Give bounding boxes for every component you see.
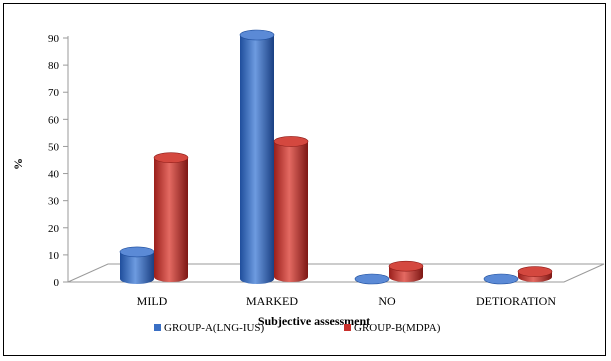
x-tick-label: DETIORATION	[476, 294, 556, 308]
bar	[273, 136, 309, 282]
y-tick-label: 60	[48, 114, 60, 126]
bar	[239, 29, 275, 284]
bar	[354, 273, 390, 285]
y-tick-label: 90	[48, 33, 60, 45]
x-tick-label: MARKED	[246, 294, 298, 308]
bar	[119, 246, 155, 284]
chart-frame: 0 10 20 30 40 50 60 70 80 90 MILD MARKED NO DETIORATI…	[3, 3, 606, 356]
y-axis-label: %	[11, 158, 25, 170]
x-axis-label: Subjective assessment	[258, 314, 370, 328]
y-tick-label: 40	[48, 169, 60, 181]
legend-swatch	[344, 324, 351, 331]
legend-item: GROUP-B(MDPA)	[344, 322, 441, 334]
bar	[388, 260, 424, 282]
legend-label: GROUP-B(MDPA)	[354, 322, 441, 334]
y-tick-label: 10	[48, 250, 60, 262]
legend-label: GROUP-A(LNG-IUS)	[164, 322, 265, 334]
legend-item: GROUP-A(LNG-IUS)	[154, 322, 265, 334]
y-tick-label: 50	[48, 141, 60, 153]
bar	[517, 266, 553, 282]
bar	[153, 152, 189, 282]
legend-swatch	[154, 324, 161, 331]
y-tick-label: 70	[48, 87, 60, 99]
bars-group	[119, 29, 553, 285]
chart-floor	[67, 263, 605, 283]
y-tick-label: 20	[48, 223, 60, 235]
y-tick-label: 0	[54, 277, 60, 289]
x-tick-label: MILD	[137, 294, 168, 308]
axes-group: 0 10 20 30 40 50 60 70 80 90 MILD MARKED NO DETIORATI…	[48, 33, 605, 308]
y-tick-label: 80	[48, 60, 60, 72]
y-tick-label: 30	[48, 196, 60, 208]
bar	[483, 273, 519, 285]
legend: GROUP-A(LNG-IUS) GROUP-B(MDPA)	[154, 322, 441, 334]
bar-chart: 0 10 20 30 40 50 60 70 80 90 MILD MARKED NO DETIORATI…	[11, 29, 605, 334]
x-tick-label: NO	[378, 294, 396, 308]
